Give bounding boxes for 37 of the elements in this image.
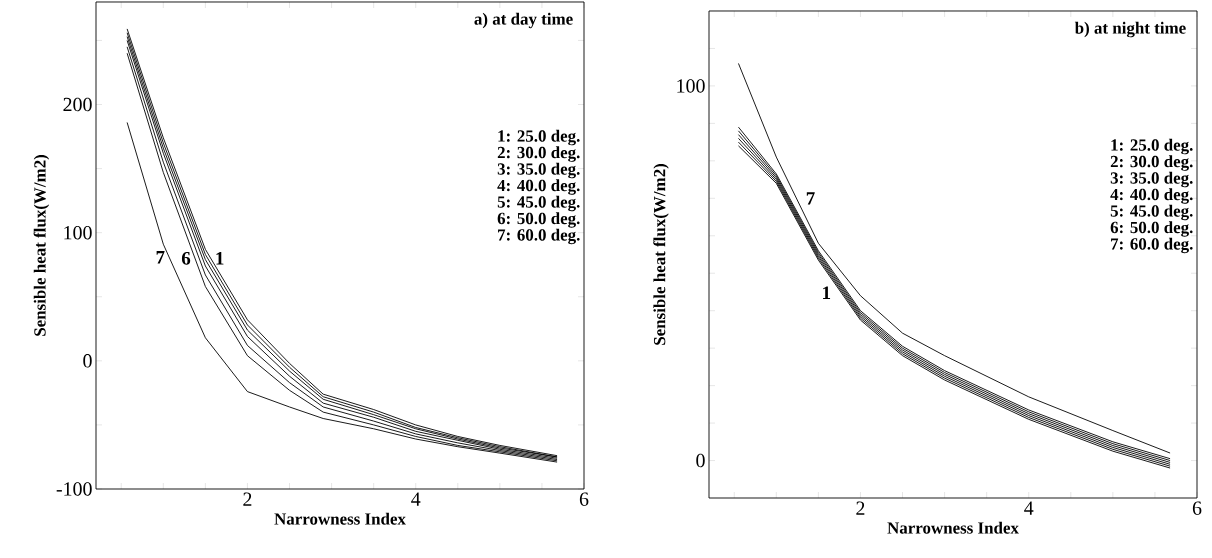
annotation: 7: 60.0 deg. <box>1111 237 1193 254</box>
annotation: 3: 35.0 deg. <box>497 162 580 179</box>
x-tick-label: 2 <box>856 501 865 515</box>
annotation: 5: 45.0 deg. <box>497 195 580 212</box>
x-axis-title: Narrowness Index <box>274 512 406 525</box>
x-tick-label: 2 <box>243 492 252 506</box>
y-tick-label: 100 <box>677 79 705 93</box>
text: b) at night time <box>1074 21 1186 38</box>
y-tick-label: 100 <box>64 225 92 240</box>
annotation: 7: 60.0 deg. <box>498 228 580 245</box>
annotation: 1: 25.0 deg. <box>1111 138 1193 155</box>
y-tick-label: 200 <box>63 97 92 112</box>
y-tick-label: -100 <box>56 482 92 496</box>
annotation: 2: 30.0 deg. <box>1110 155 1193 171</box>
x-tick-label: 4 <box>1024 501 1034 515</box>
x-axis-title: Narrowness Index <box>887 521 1019 534</box>
text: a) at day time <box>474 12 573 29</box>
x-tick-label: 4 <box>411 492 421 506</box>
x-tick-label: 6 <box>1192 501 1202 515</box>
y-axis-title: Sensible heat flux(W/m2) <box>33 154 50 336</box>
annotation: 7 <box>156 251 165 264</box>
annotation: 6: 50.0 deg. <box>497 212 580 228</box>
annotation: 5: 45.0 deg. <box>1110 204 1193 221</box>
annotation: 6 <box>181 251 191 265</box>
annotation: 7 <box>806 192 815 205</box>
y-tick-label: 0 <box>83 354 92 368</box>
annotation: 4: 40.0 deg. <box>497 179 580 195</box>
annotation: 1 <box>216 252 224 265</box>
y-tick-label: 0 <box>696 453 705 468</box>
annotation: 6: 50.0 deg. <box>1110 221 1193 237</box>
annotation: 2: 30.0 deg. <box>497 146 580 162</box>
annotation: 1 <box>823 286 831 299</box>
y-axis-title: Sensible heat flux(W/m2) <box>653 163 669 345</box>
annotation: 1: 25.0 deg. <box>498 129 580 146</box>
annotation: 4: 40.0 deg. <box>1110 188 1193 204</box>
x-tick-label: 6 <box>579 492 589 506</box>
annotation: 3: 35.0 deg. <box>1110 171 1193 188</box>
